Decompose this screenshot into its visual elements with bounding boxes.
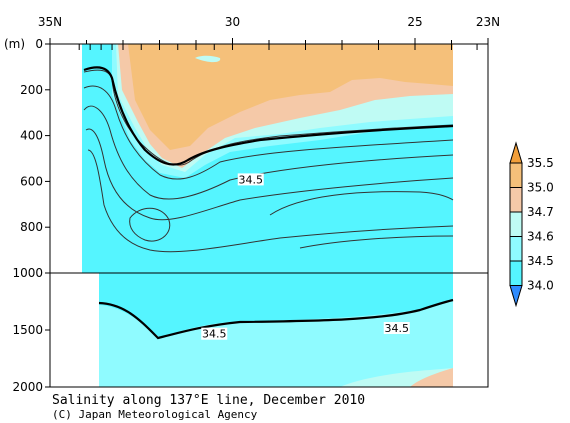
y-tick-label: 400 [20, 129, 43, 143]
colorbar-swatch [509, 187, 523, 213]
colorbar-level-label: 35.0 [527, 181, 554, 195]
y-tick-label: 1000 [12, 266, 43, 280]
contour-34.5-lower [98, 298, 454, 340]
band-35.0-35.5-core [128, 44, 453, 150]
contour-label: 34.5 [239, 173, 264, 186]
plot-upper [50, 44, 488, 273]
colorbar-level-label: 34.6 [527, 230, 554, 244]
plot-lower [50, 273, 488, 387]
contour-34.5-upper [83, 66, 454, 166]
colorbar-swatch [509, 236, 523, 262]
y-tick-label: 600 [20, 174, 43, 188]
upper-missing-left [50, 44, 82, 273]
band-34.7-35.0-lower [410, 368, 453, 387]
colorbar-swatch [509, 162, 523, 188]
y-tick-label: 800 [20, 220, 43, 234]
x-tick-label: 30 [225, 15, 240, 29]
contour-label: 34.5 [385, 322, 410, 335]
y-tick-label: 2000 [12, 380, 43, 394]
colorbar-level-label: 34.7 [527, 205, 554, 219]
x-tick-label: 23N [476, 15, 500, 29]
x-tick-label: 25 [407, 15, 422, 29]
y-tick-label: 200 [20, 83, 43, 97]
upper-fresh-core [195, 55, 221, 63]
lower-missing-left [50, 273, 99, 387]
credit-text: (C) Japan Meteorological Agency [52, 408, 258, 421]
y-unit-label: (m) [4, 37, 25, 51]
lower-missing-right [453, 273, 488, 387]
contour-label-bg [237, 173, 264, 186]
colorbar-level-label: 35.5 [527, 156, 554, 170]
colorbar-swatch [509, 211, 523, 237]
y-tick-label: 0 [35, 37, 43, 51]
contour-label-bg [383, 322, 410, 334]
colorbar-top-triangle [509, 141, 523, 164]
contour-label: 34.5 [202, 328, 227, 341]
contour-label-bg [201, 327, 228, 340]
upper-missing-right [453, 44, 488, 273]
colorbar-swatch [509, 260, 523, 286]
x-tick-label: 35N [38, 15, 62, 29]
band-34.5-34.6-lower [99, 300, 453, 387]
colorbar-bottom-triangle [509, 285, 523, 308]
colorbar-level-label: 34.0 [527, 279, 554, 293]
chart-title: Salinity along 137°E line, December 2010 [52, 393, 365, 408]
colorbar-level-label: 34.5 [527, 254, 554, 268]
y-tick-label: 1500 [12, 323, 43, 337]
